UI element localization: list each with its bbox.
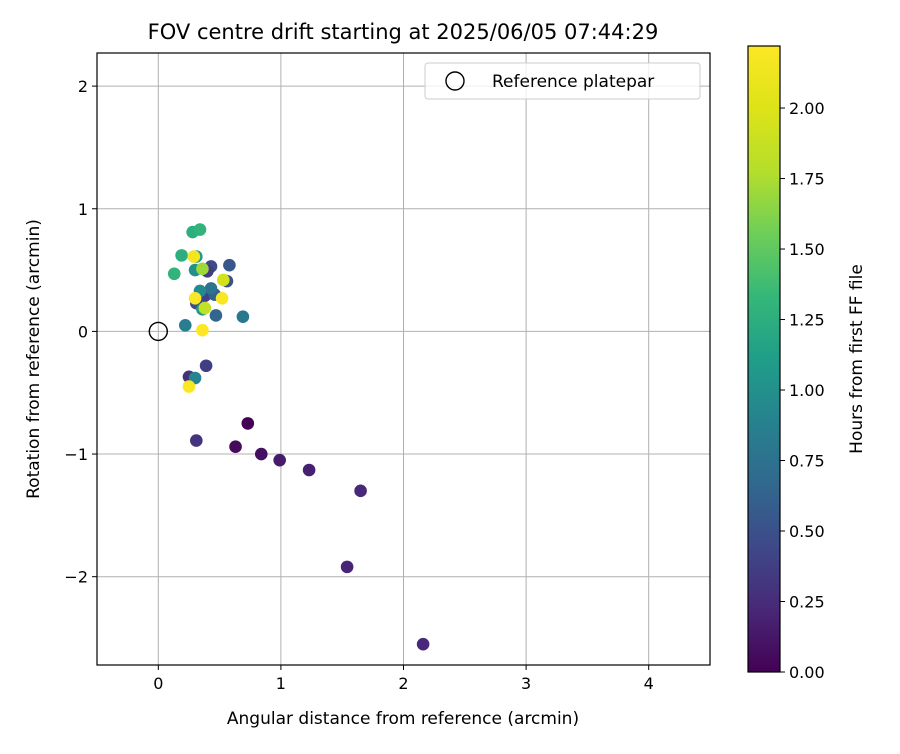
data-point xyxy=(223,258,236,272)
data-point xyxy=(193,223,207,236)
data-point xyxy=(190,434,203,447)
x-tick-label: 4 xyxy=(644,674,654,693)
colorbar-tick-label: 1.25 xyxy=(789,311,825,330)
data-point xyxy=(215,291,229,305)
y-tick-label: −1 xyxy=(64,445,88,464)
data-point xyxy=(178,318,192,332)
data-point xyxy=(188,291,202,305)
legend: Reference platepar xyxy=(424,62,701,100)
reference-platepar-marker xyxy=(148,321,169,342)
y-tick-label: −2 xyxy=(64,568,88,587)
colorbar-gradient xyxy=(748,46,780,672)
y-tick-label: 1 xyxy=(78,200,88,219)
x-tick-label: 2 xyxy=(398,674,408,693)
scatter-points xyxy=(167,223,430,651)
y-axis-ticks: 2 1 0 −1 −2 xyxy=(64,77,97,587)
colorbar-tick-label: 2.00 xyxy=(789,99,825,118)
x-tick-label: 0 xyxy=(153,674,163,693)
legend-label: Reference platepar xyxy=(492,72,654,92)
y-tick-label: 0 xyxy=(78,322,88,341)
data-point xyxy=(254,447,268,461)
colorbar-tick-label: 1.75 xyxy=(789,170,825,189)
data-point xyxy=(340,560,354,574)
data-point xyxy=(204,282,218,295)
legend-marker-icon xyxy=(445,71,465,91)
y-tick-label: 2 xyxy=(78,77,88,96)
data-point xyxy=(416,637,430,651)
data-point xyxy=(273,453,286,467)
data-point xyxy=(229,440,242,453)
data-point xyxy=(302,463,316,477)
data-point xyxy=(175,249,188,262)
colorbar: 0.00 0.25 0.50 0.75 1.00 1.25 1.50 1.75 2.00 Hou… xyxy=(747,45,867,682)
x-tick-label: 3 xyxy=(521,674,531,693)
data-point xyxy=(236,310,250,323)
colorbar-label: Hours from first FF file xyxy=(847,264,867,454)
data-point xyxy=(198,301,212,315)
colorbar-tick-label: 0.50 xyxy=(789,522,825,541)
y-axis-label: Rotation from reference (arcmin) xyxy=(24,219,44,499)
data-point xyxy=(196,323,209,337)
data-point xyxy=(187,250,201,263)
colorbar-ticks: 0.00 0.25 0.50 0.75 1.00 1.25 1.50 1.75 2.00 xyxy=(780,99,825,682)
colorbar-tick-label: 0.00 xyxy=(789,663,825,682)
data-point xyxy=(241,417,255,430)
data-point xyxy=(167,267,181,281)
x-tick-label: 1 xyxy=(276,674,286,693)
colorbar-tick-label: 0.75 xyxy=(789,452,825,471)
colorbar-tick-label: 1.00 xyxy=(789,381,825,400)
data-point xyxy=(196,262,209,276)
x-axis-label: Angular distance from reference (arcmin) xyxy=(227,709,579,729)
data-point xyxy=(354,484,367,498)
legend-box xyxy=(424,62,701,100)
data-point xyxy=(199,359,213,373)
x-axis-ticks: 0 1 2 3 4 xyxy=(153,665,654,693)
colorbar-frame xyxy=(747,45,781,673)
chart-title: FOV centre drift starting at 2025/06/05 … xyxy=(148,20,659,44)
data-point xyxy=(209,309,223,322)
data-point xyxy=(182,380,196,393)
colorbar-tick-label: 0.25 xyxy=(789,593,825,612)
colorbar-tick-label: 1.50 xyxy=(789,240,825,259)
data-point xyxy=(216,273,230,287)
